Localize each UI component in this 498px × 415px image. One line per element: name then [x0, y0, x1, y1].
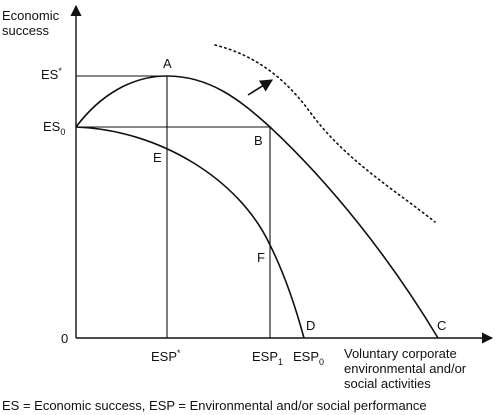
- point-a-label: A: [163, 56, 172, 71]
- curve-es0-a-b-c: [75, 75, 439, 339]
- point-f-label: F: [257, 250, 265, 265]
- x-tick-esp-star: ESP*: [151, 348, 181, 364]
- curve-es0-e-f-d: [75, 126, 305, 339]
- x-axis-label-line-1: Voluntary corporate: [344, 346, 457, 361]
- x-tick-esp1: ESP1: [252, 349, 283, 367]
- caption: ES = Economic success, ESP = Environment…: [2, 398, 427, 413]
- point-d-label: D: [306, 318, 315, 333]
- x-axis-label-line-2: environmental and/or: [344, 361, 467, 376]
- point-c-label: C: [437, 318, 446, 333]
- y-tick-es-star: ES*: [41, 66, 62, 82]
- point-e-label: E: [153, 150, 162, 165]
- x-tick-esp0: ESP0: [293, 349, 324, 367]
- y-axis-label-line-1: Economic: [2, 8, 60, 23]
- y-axis-label-line-2: success: [2, 23, 49, 38]
- dotted-shifted-frontier: [214, 44, 436, 223]
- shift-arrow: [247, 79, 274, 96]
- y-tick-es0: ES0: [43, 119, 65, 137]
- x-axis-label-line-3: social activities: [344, 376, 431, 391]
- origin-label: 0: [61, 331, 68, 346]
- point-b-label: B: [254, 133, 263, 148]
